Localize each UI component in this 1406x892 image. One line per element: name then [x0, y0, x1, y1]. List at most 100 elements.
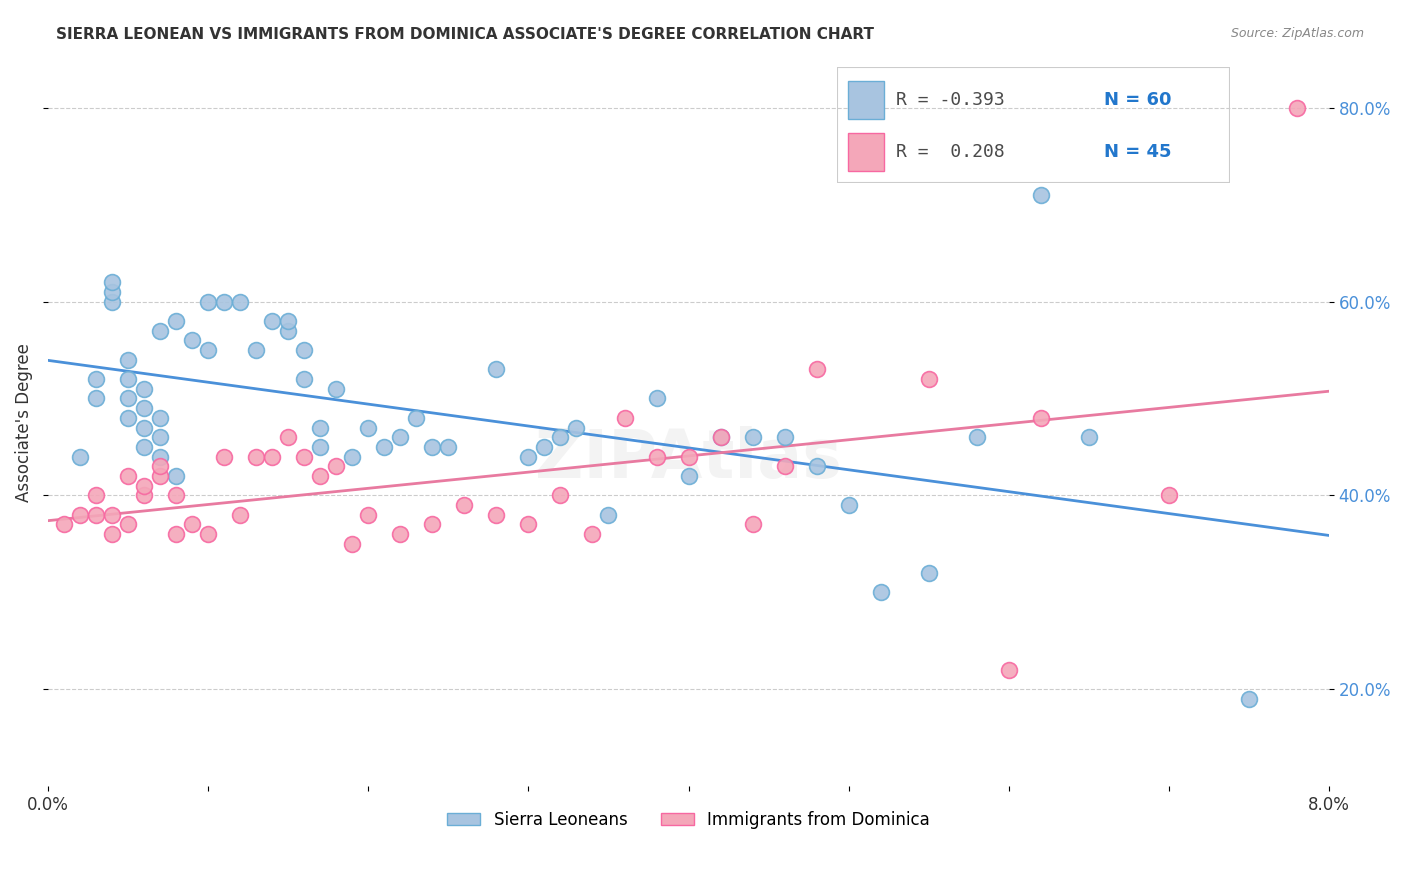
Point [373, 440, 395, 454]
Point [309, 440, 332, 454]
Point [117, 469, 139, 483]
Point [165, 527, 187, 541]
Point [645, 450, 668, 464]
Point [214, 450, 236, 464]
Point [806, 459, 828, 474]
Point [245, 343, 267, 357]
Point [550, 488, 572, 502]
Point [229, 508, 252, 522]
Text: Source: ZipAtlas.com: Source: ZipAtlas.com [1230, 27, 1364, 40]
Y-axis label: Associate's Degree: Associate's Degree [15, 343, 32, 502]
Point [517, 517, 540, 532]
Point [84, 372, 107, 386]
Point [134, 382, 156, 396]
Point [69, 450, 91, 464]
Point [117, 517, 139, 532]
Point [277, 324, 299, 338]
Point [342, 537, 364, 551]
Point [181, 334, 204, 348]
Point [117, 392, 139, 406]
Point [678, 450, 700, 464]
Point [101, 275, 124, 289]
Point [149, 469, 172, 483]
Legend: Sierra Leoneans, Immigrants from Dominica: Sierra Leoneans, Immigrants from Dominic… [440, 805, 936, 836]
Point [773, 459, 796, 474]
Point [709, 430, 731, 444]
Point [709, 430, 731, 444]
Text: SIERRA LEONEAN VS IMMIGRANTS FROM DOMINICA ASSOCIATE'S DEGREE CORRELATION CHART: SIERRA LEONEAN VS IMMIGRANTS FROM DOMINI… [56, 27, 875, 42]
Point [101, 285, 124, 299]
Point [84, 508, 107, 522]
FancyBboxPatch shape [848, 133, 884, 171]
Point [277, 314, 299, 328]
Point [917, 372, 939, 386]
Point [262, 450, 284, 464]
Point [838, 498, 860, 512]
Point [181, 517, 204, 532]
Point [869, 585, 891, 599]
Point [134, 478, 156, 492]
Point [1237, 691, 1260, 706]
Text: R = -0.393: R = -0.393 [896, 91, 1004, 109]
Point [214, 294, 236, 309]
Point [1077, 430, 1099, 444]
Point [598, 508, 620, 522]
Point [613, 410, 636, 425]
Point [134, 488, 156, 502]
Point [453, 498, 475, 512]
Point [741, 430, 763, 444]
Point [325, 459, 347, 474]
Point [966, 430, 988, 444]
Point [69, 508, 91, 522]
Point [422, 517, 444, 532]
Point [1029, 410, 1052, 425]
Point [389, 527, 412, 541]
Point [422, 440, 444, 454]
Point [117, 372, 139, 386]
Point [149, 324, 172, 338]
Point [53, 517, 76, 532]
Point [437, 440, 460, 454]
Point [533, 440, 555, 454]
Point [165, 488, 187, 502]
Text: N = 45: N = 45 [1104, 143, 1171, 161]
Point [565, 420, 588, 434]
Point [149, 430, 172, 444]
Point [405, 410, 427, 425]
Point [101, 527, 124, 541]
Point [197, 527, 219, 541]
Point [773, 430, 796, 444]
Point [149, 410, 172, 425]
Point [117, 410, 139, 425]
Point [277, 430, 299, 444]
Point [1157, 488, 1180, 502]
Point [645, 392, 668, 406]
Point [292, 450, 315, 464]
Point [149, 459, 172, 474]
Point [389, 430, 412, 444]
FancyBboxPatch shape [848, 81, 884, 119]
Point [84, 488, 107, 502]
Point [678, 469, 700, 483]
Point [165, 469, 187, 483]
Point [342, 450, 364, 464]
Point [309, 420, 332, 434]
Point [101, 508, 124, 522]
Point [325, 382, 347, 396]
Point [165, 314, 187, 328]
Point [245, 450, 267, 464]
Point [806, 362, 828, 376]
Point [262, 314, 284, 328]
Point [485, 508, 508, 522]
Text: R =  0.208: R = 0.208 [896, 143, 1004, 161]
Point [581, 527, 603, 541]
Point [229, 294, 252, 309]
Point [134, 440, 156, 454]
Point [101, 294, 124, 309]
Point [357, 508, 380, 522]
Point [550, 430, 572, 444]
Point [485, 362, 508, 376]
Text: N = 60: N = 60 [1104, 91, 1171, 109]
Point [117, 352, 139, 367]
Point [84, 392, 107, 406]
